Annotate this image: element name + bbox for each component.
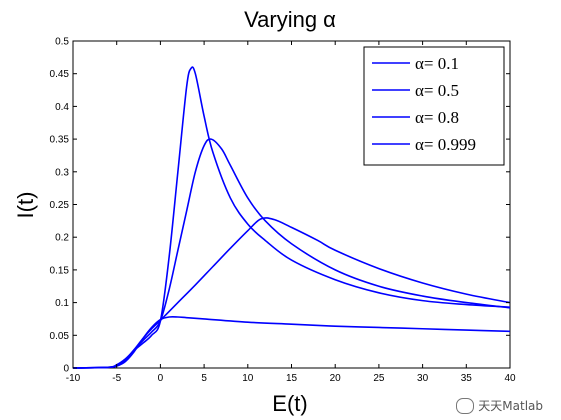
x-tick-label: 35 [461,373,473,384]
y-tick-label: 0.3 [55,167,69,178]
chat-bubble-icon [456,397,475,414]
y-tick-label: 0.5 [55,37,69,48]
x-tick-label: 30 [417,373,429,384]
x-axis-label: E(t) [272,391,307,416]
x-tick-label: -10 [66,373,81,384]
watermark: 天天Matlab [456,397,543,414]
series-line-4 [72,66,511,369]
legend-entry-label: α= 0.999 [415,135,476,154]
legend-entry-label: α= 0.1 [415,54,459,73]
y-tick-label: 0.4 [55,102,69,113]
legend: α= 0.1 α= 0.5 α= 0.8 α= 0.999 [363,46,505,166]
series-layer [72,66,511,369]
y-tick-label: 0.1 [55,298,69,309]
x-tick-label: 5 [201,373,207,384]
chart-title: Varying α [244,7,336,32]
x-tick-label: 10 [242,373,254,384]
series-line-1 [72,315,511,369]
x-tick-label: 25 [373,373,385,384]
y-tick-label: 0 [63,364,69,375]
series-line-3 [72,138,511,369]
y-tick-label: 0.2 [55,233,69,244]
watermark-text: 天天Matlab [478,399,543,413]
x-tick-label: 20 [330,373,342,384]
y-tick-label: 0.05 [50,331,70,342]
y-axis-label: I(t) [13,192,38,219]
y-tick-label: 0.45 [50,69,70,80]
y-tick-label: 0.35 [50,135,70,146]
x-tick-label: 40 [504,373,516,384]
x-tick-label: 15 [286,373,298,384]
legend-box [363,46,505,166]
legend-entry-label: α= 0.8 [415,108,459,127]
y-tick-label: 0.25 [50,200,70,211]
legend-entry-label: α= 0.5 [415,81,459,100]
x-tick-label: -5 [112,373,121,384]
y-tick-label: 0.15 [50,265,70,276]
x-tick-label: 0 [158,373,164,384]
x-ticks: -10 -5 0 5 10 15 20 25 30 35 40 [66,41,516,384]
y-ticks: 0 0.05 0.1 0.15 0.2 0.25 0.3 0.35 0.4 0.45 0.5 [50,37,510,375]
